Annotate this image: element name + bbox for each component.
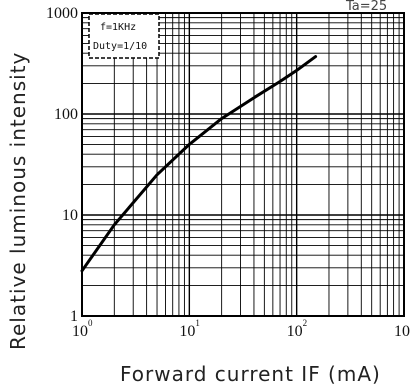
x-axis-label: Forward current IF (mA) (120, 362, 381, 386)
legend-line-2: Duty=1/10 (93, 41, 147, 52)
legend-line-1: f=1KHz (100, 22, 136, 33)
y-tick-label: 1000 (46, 5, 78, 22)
chart-grid (81, 13, 404, 317)
plot-frame (81, 12, 405, 317)
series-line (80, 55, 318, 273)
x-axis-ticks: 10 0 10 1 10 2 10 (72, 318, 410, 340)
x-tick-label: 10 (287, 323, 303, 340)
y-tick-label: 1 (70, 308, 78, 325)
y-axis-ticks: 1 10 100 1000 (46, 5, 78, 325)
legend-box (88, 13, 160, 59)
y-tick-label: 10 (62, 207, 78, 224)
x-tick-label: 10 (72, 323, 88, 340)
x-tick-exponent: 0 (88, 318, 93, 328)
corner-label: Ta=25 (345, 0, 387, 14)
x-tick-exponent: 1 (195, 318, 200, 328)
y-axis-label: Relative luminous intensity (6, 52, 30, 350)
x-tick-label: 10 (179, 323, 195, 340)
series-group (80, 55, 318, 273)
x-tick-label: 10 (394, 323, 410, 340)
x-tick-exponent: 2 (303, 318, 308, 328)
legend: f=1KHz Duty=1/10 (88, 13, 160, 59)
y-tick-label: 100 (54, 106, 78, 123)
